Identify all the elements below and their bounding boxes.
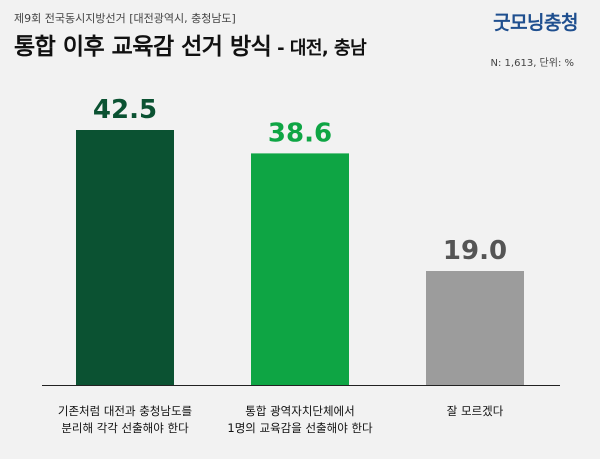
title-dash: - <box>271 38 290 59</box>
category-label-2-line-0: 잘 모르겠다 <box>447 404 504 418</box>
sample-note: N: 1,613, 단위: % <box>490 58 574 69</box>
bar-2 <box>426 271 524 385</box>
title-main: 통합 이후 교육감 선거 방식 <box>14 34 272 60</box>
chart-subtitle: 제9회 전국동시지방선거 [대전광역시, 충청남도] <box>14 12 236 25</box>
category-label-1-line-1: 1명의 교육감을 선출해야 한다 <box>227 421 373 435</box>
bar-value-label-2: 19.0 <box>443 236 507 266</box>
bar-value-label-0: 42.5 <box>93 95 157 125</box>
bar-1 <box>251 153 349 385</box>
brand-logo: 굿모닝충청 <box>493 12 578 34</box>
chart-title: 통합 이후 교육감 선거 방식 - 대전, 충남 <box>14 27 367 61</box>
category-label-0-line-1: 분리해 각각 선출해야 한다 <box>61 421 189 435</box>
bar-value-label-1: 38.6 <box>268 118 332 148</box>
category-label-1-line-0: 통합 광역자치단체에서 <box>245 404 354 418</box>
category-label-0-line-0: 기존처럼 대전과 충청남도를 <box>58 404 192 418</box>
title-region: 대전, 충남 <box>289 38 367 59</box>
bar-0 <box>76 130 174 385</box>
